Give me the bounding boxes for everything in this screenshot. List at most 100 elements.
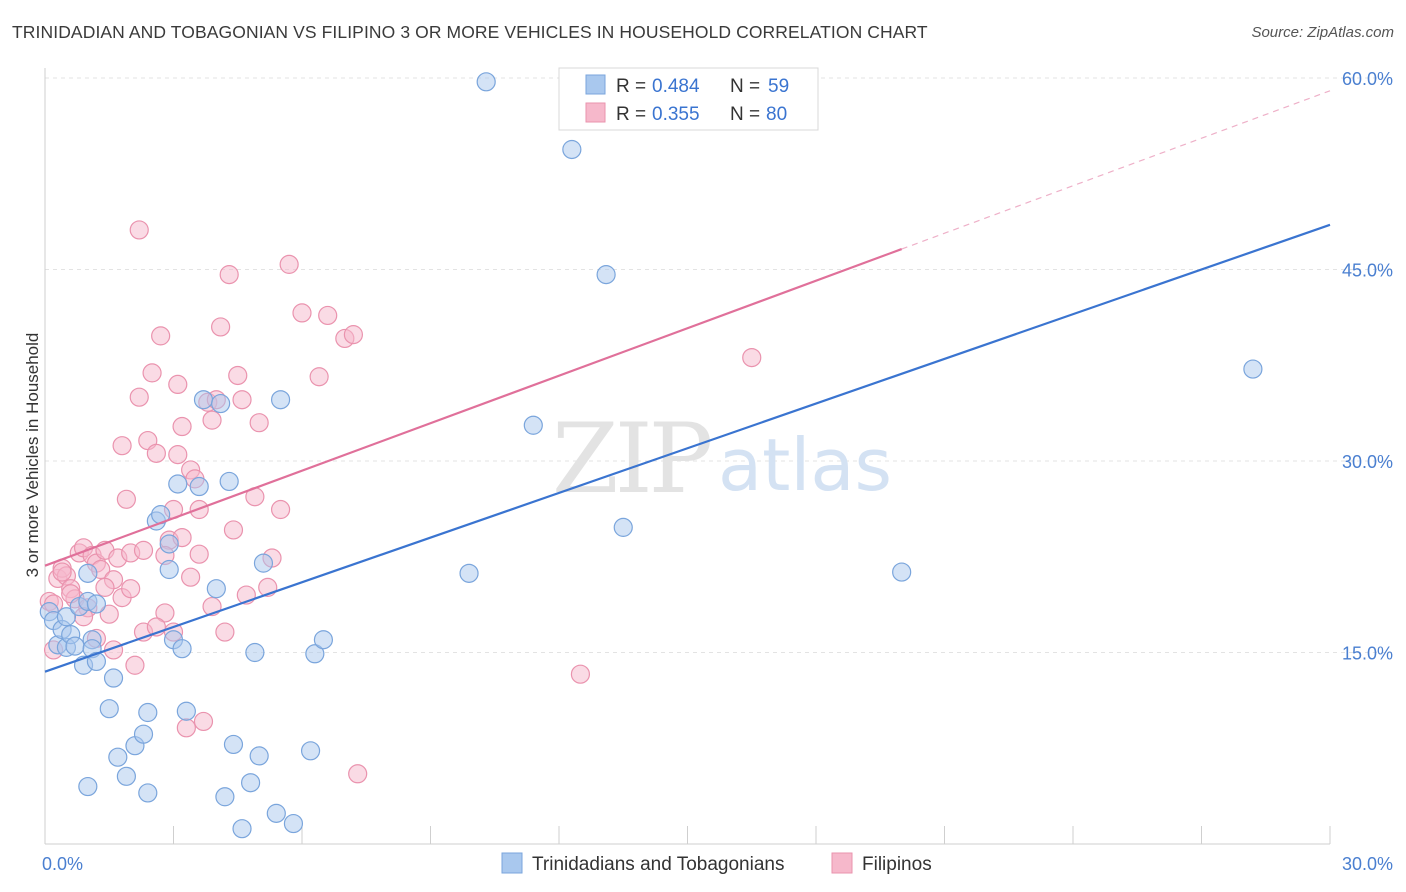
x-tick-label-max: 30.0% — [1342, 854, 1393, 874]
pink-point — [95, 577, 115, 597]
legend-r-label-pink: R = — [616, 104, 646, 125]
stats-legend: R = 0.484 N = 59 R = 0.355 N = 80 — [558, 67, 819, 131]
blue-point — [523, 415, 543, 435]
blue-point — [245, 642, 265, 663]
watermark: ZIP atlas — [552, 403, 892, 515]
blue-point — [168, 474, 188, 494]
blue-point — [270, 390, 291, 410]
pink-trend-line — [44, 248, 903, 567]
pink-point — [142, 363, 162, 383]
pink-point — [146, 443, 166, 463]
y-tick-labels: 15.0% 30.0% 45.0% 60.0% — [1342, 69, 1393, 664]
data-points — [39, 72, 1263, 839]
pink-point — [249, 413, 269, 433]
pink-point — [292, 303, 312, 323]
pink-point — [168, 445, 188, 465]
chart-title: TRINIDADIAN AND TOBAGONIAN VS FILIPINO 3… — [12, 22, 928, 42]
pink-point — [343, 325, 363, 345]
legend-r-value-pink: 0.355 — [652, 104, 700, 125]
blue-point — [613, 517, 633, 537]
x-tick-labels: 0.0% 30.0% — [42, 854, 1393, 874]
pink-point — [172, 416, 192, 437]
axes — [44, 68, 1331, 845]
legend-n-label-blue: N = — [730, 76, 760, 97]
grid-lines — [45, 77, 1392, 653]
blue-point — [159, 534, 179, 554]
pink-point — [112, 436, 132, 456]
blue-point — [65, 636, 85, 656]
pink-point — [133, 540, 154, 560]
pink-point — [155, 603, 175, 623]
blue-point — [138, 783, 158, 803]
blue-point — [476, 72, 496, 92]
pink-point — [232, 390, 252, 410]
legend-n-label-pink: N = — [730, 104, 760, 125]
blue-point — [78, 776, 98, 797]
blue-point — [133, 724, 154, 744]
blue-point — [219, 471, 239, 492]
y-tick-label-0: 15.0% — [1342, 644, 1393, 664]
blue-point — [249, 746, 269, 766]
blue-point — [138, 702, 158, 723]
pink-point — [52, 562, 72, 582]
pink-point — [168, 374, 188, 394]
blue-point — [206, 579, 226, 599]
legend-n-value-blue: 59 — [768, 76, 789, 97]
pink-point — [181, 567, 201, 587]
blue-point — [56, 607, 77, 627]
legend-swatch-pink — [585, 102, 606, 123]
series-swatch-pink — [831, 852, 853, 874]
pink-point — [151, 326, 171, 346]
pink-point — [228, 365, 248, 386]
series-legend: Trinidadians and Tobagonians Filipinos — [501, 852, 932, 875]
pink-point — [219, 265, 239, 285]
blue-point — [253, 553, 274, 573]
pink-point — [215, 622, 235, 642]
watermark-atlas: atlas — [718, 423, 892, 507]
blue-point — [211, 393, 231, 414]
pink-point — [223, 520, 244, 540]
x-tick-label-min: 0.0% — [42, 854, 83, 874]
trend-lines — [44, 90, 1331, 673]
blue-point — [176, 701, 196, 721]
pink-trend-extension — [901, 90, 1331, 250]
watermark-zip: ZIP — [552, 403, 711, 515]
blue-point — [108, 747, 128, 767]
blue-point — [99, 699, 119, 719]
blue-point — [300, 741, 321, 761]
blue-point — [562, 139, 582, 160]
blue-point — [116, 766, 136, 786]
pink-point — [99, 604, 119, 624]
pink-point — [129, 387, 149, 407]
source-label: Source: ZipAtlas.com — [1251, 24, 1394, 41]
blue-point — [266, 803, 286, 823]
blue-point — [596, 265, 616, 285]
pink-point — [193, 711, 214, 732]
pink-point — [129, 220, 149, 240]
blue-point — [159, 559, 179, 580]
pink-point — [570, 664, 591, 684]
blue-point — [189, 476, 209, 497]
y-tick-label-1: 30.0% — [1342, 452, 1393, 472]
pink-point — [742, 347, 762, 368]
pink-point — [202, 410, 222, 430]
blue-point — [215, 787, 235, 807]
legend-r-value-blue: 0.484 — [652, 76, 700, 97]
blue-point — [241, 773, 261, 793]
pink-point — [270, 499, 291, 520]
series-swatch-blue — [501, 852, 523, 874]
pink-point — [116, 489, 136, 509]
blue-point — [232, 819, 252, 839]
legend-r-label-blue: R = — [616, 76, 646, 97]
legend-swatch-blue — [585, 74, 606, 95]
pink-point — [279, 254, 299, 274]
pink-point — [318, 305, 338, 326]
pink-point — [348, 764, 368, 784]
blue-point — [305, 644, 325, 664]
y-axis-label: 3 or more Vehicles in Household — [23, 333, 42, 578]
blue-point — [892, 562, 912, 582]
blue-point — [193, 390, 214, 410]
blue-point — [1243, 359, 1263, 379]
series-label-pink: Filipinos — [862, 854, 932, 875]
